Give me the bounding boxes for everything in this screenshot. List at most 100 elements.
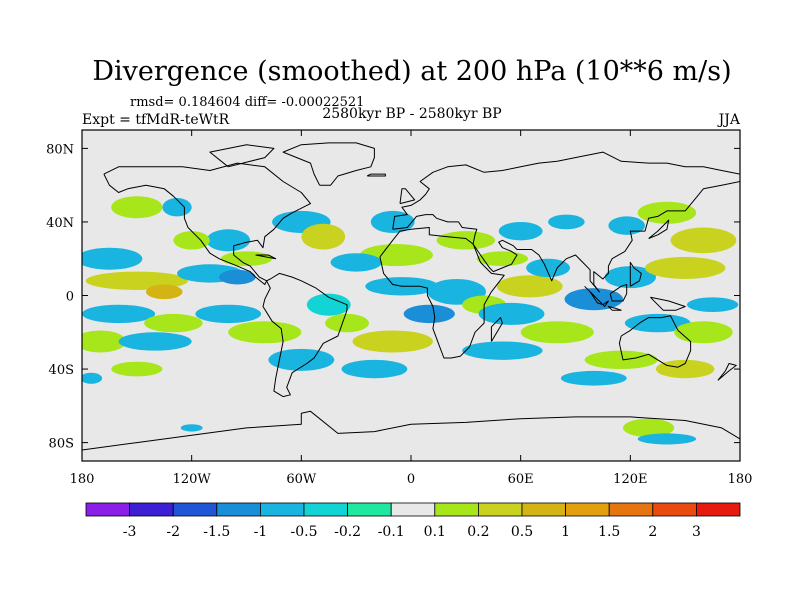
coastline-18 <box>209 144 275 168</box>
colorbar-label-9: 0.5 <box>511 524 533 540</box>
colorbar-label-8: 0.2 <box>467 524 489 540</box>
field-blob-42 <box>564 288 624 311</box>
colorbar-swatch-9 <box>477 502 523 517</box>
field-blob-44 <box>644 256 726 279</box>
x-tick-label-1: 120W <box>173 472 212 487</box>
field-blob-1 <box>162 198 192 217</box>
coastline-9 <box>609 284 628 302</box>
field-blob-8 <box>330 253 382 272</box>
y-tick-label-3: 40S <box>49 363 74 378</box>
colorbar-swatch-0 <box>85 502 130 517</box>
field-blob-45 <box>624 313 691 333</box>
field-blob-5 <box>301 223 346 250</box>
coastline-12 <box>648 219 670 239</box>
field-blob-9 <box>436 231 496 250</box>
coastline-3 <box>392 151 740 293</box>
field-blob-49 <box>560 370 627 386</box>
field-blob-2 <box>206 229 251 252</box>
field-blob-50 <box>655 359 715 379</box>
colorbar-swatch-3 <box>216 502 261 517</box>
colorbar-swatch-10 <box>521 502 566 517</box>
colorbar-label-5: -0.2 <box>334 524 361 540</box>
field-blob-54 <box>637 433 697 445</box>
coastline-5 <box>82 410 740 451</box>
colorbar-label-0: -3 <box>123 524 137 540</box>
coastline-0 <box>103 162 311 285</box>
field-blob-31 <box>341 359 408 379</box>
field-blob-53 <box>623 418 675 438</box>
field-blob-46 <box>674 321 733 344</box>
coastline-15 <box>366 173 386 177</box>
colorbar-label-2: -1.5 <box>203 524 230 540</box>
season-label: JJA <box>717 112 741 128</box>
field-blob-17 <box>145 284 183 300</box>
field-blob-13 <box>608 216 645 235</box>
stats-text: rmsd= 0.184604 diff= -0.00022521 <box>130 95 364 110</box>
colorbar-label-13: 3 <box>692 524 701 540</box>
colorbar-swatch-6 <box>347 502 392 517</box>
field-blob-41 <box>462 341 543 360</box>
coastline-2 <box>379 227 505 359</box>
x-tick-label-0: 180 <box>70 472 95 487</box>
colorbar-swatch-5 <box>303 502 348 517</box>
field-blob-39 <box>476 251 528 267</box>
field-blob-36 <box>478 302 545 325</box>
field-blob-14 <box>670 227 737 254</box>
field-blob-24 <box>118 332 192 351</box>
x-tick-label-6: 180 <box>728 472 753 487</box>
colorbar-label-11: 1.5 <box>598 524 620 540</box>
field-blob-29 <box>325 313 369 333</box>
colorbar-swatch-2 <box>172 502 218 517</box>
coastline-7 <box>584 285 604 306</box>
chart-title: Divergence (smoothed) at 200 hPa (10**6 … <box>92 56 731 87</box>
coastline-19 <box>602 300 609 307</box>
coastline-8 <box>607 306 622 311</box>
field-blob-0 <box>111 196 163 219</box>
y-tick-label-1: 40N <box>46 216 74 231</box>
coastline-17 <box>255 254 277 260</box>
coastline-11 <box>490 317 503 342</box>
y-tick-label-0: 80N <box>46 142 74 157</box>
coastline-4 <box>618 315 692 368</box>
x-tick-label-2: 60W <box>286 472 317 487</box>
colorbar-swatch-13 <box>652 502 697 517</box>
field-blob-40 <box>520 321 594 344</box>
colorbar-swatch-4 <box>259 502 305 517</box>
colorbar-label-7: 0.1 <box>424 524 446 540</box>
field-blob-27 <box>268 348 335 371</box>
colorbar-label-12: 2 <box>648 524 657 540</box>
field-blob-19 <box>219 269 256 285</box>
field-blob-21 <box>82 304 156 324</box>
coastline-6 <box>282 142 375 186</box>
colorbar-swatch-1 <box>129 502 174 517</box>
coastline-14 <box>717 363 737 381</box>
field-blob-11 <box>548 214 585 230</box>
field-blob-28 <box>306 293 351 316</box>
field-blob-15 <box>82 247 143 270</box>
coastlines <box>82 142 740 451</box>
field-blob-22 <box>82 330 126 353</box>
field-blob-30 <box>352 330 433 353</box>
coastline-16 <box>629 261 642 287</box>
field-blob-12 <box>637 201 697 224</box>
field-blob-26 <box>228 321 302 344</box>
colorbar-label-10: 1 <box>561 524 570 540</box>
colorbar-swatch-7 <box>390 502 436 517</box>
axes: 180 120W 60W 0 60E 120E 180 80N 40N 0 40S 80S <box>46 130 752 487</box>
field-blob-48 <box>584 350 658 370</box>
field-blob-38 <box>526 258 571 278</box>
colorbar-label-6: -0.1 <box>378 524 405 540</box>
field-blob-23 <box>144 313 203 333</box>
field-blob-37 <box>496 275 563 298</box>
field-blob-25 <box>195 304 262 324</box>
colorbar-label-3: -1 <box>254 524 268 540</box>
colorbar-label-4: -0.5 <box>291 524 318 540</box>
coastline-1 <box>262 272 348 398</box>
field-blob-52 <box>82 372 103 384</box>
field-blob-51 <box>111 361 163 377</box>
colorbar-label-1: -2 <box>166 524 180 540</box>
field-blob-47 <box>686 297 739 313</box>
y-tick-label-4: 80S <box>49 437 74 452</box>
map-area <box>82 130 740 461</box>
